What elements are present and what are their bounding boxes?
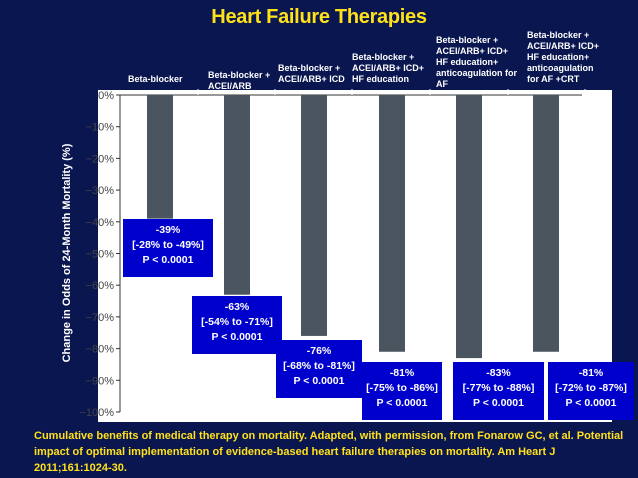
annotation-box-4: -81% [-75% to -86%] P < 0.0001 — [362, 362, 442, 420]
category-label-line: AF — [436, 79, 448, 89]
y-tick-label: 0% — [98, 90, 114, 102]
category-label-line: ACEI/ARB+ ICD+ — [352, 63, 425, 73]
annotation-pvalue: P < 0.0001 — [211, 331, 263, 343]
annotation-box-3: -76% [-68% to -81%] P < 0.0001 — [276, 340, 362, 398]
category-label-line: Beta-blocker + — [352, 52, 415, 62]
y-tick-label: −100% — [79, 407, 114, 419]
category-label-line: Beta-blocker + — [527, 30, 590, 40]
annotation-pvalue: P < 0.0001 — [565, 397, 617, 409]
category-label-5: Beta-blocker + ACEI/ARB+ ICD+ HF education… — [436, 35, 517, 90]
annotation-value: -81% — [389, 367, 415, 379]
annotation-ci: [-72% to -87%] — [555, 382, 627, 394]
y-tick-label: −10% — [86, 122, 115, 134]
annotation-pvalue: P < 0.0001 — [473, 397, 524, 409]
annotation-value: -76% — [306, 345, 332, 357]
annotation-box-2: -63% [-54% to -71%] P < 0.0001 — [192, 296, 282, 354]
annotation-value: -39% — [155, 224, 181, 236]
annotation-pvalue: P < 0.0001 — [376, 397, 428, 409]
annotation-value: -63% — [224, 301, 250, 313]
bar-4 — [379, 95, 405, 352]
category-label-line: Beta-blocker + — [436, 35, 499, 45]
annotation-pvalue: P < 0.0001 — [142, 254, 194, 266]
category-label-2: Beta-blocker + ACEI/ARB — [208, 70, 270, 92]
category-label-line: ACEI/ARB+ ICD — [278, 74, 345, 84]
category-label-line: Beta-blocker + — [208, 70, 271, 80]
bar-5 — [456, 95, 482, 359]
y-tick-label: −80% — [86, 344, 115, 356]
category-label-line: ACEI/ARB+ ICD+ — [436, 46, 509, 56]
y-tick-label: −90% — [86, 375, 115, 387]
category-label-line: ACEI/ARB+ ICD+ — [527, 41, 600, 51]
annotation-box-5: -83% [-77% to -88%] P < 0.0001 — [453, 362, 544, 420]
slide-title: Heart Failure Therapies — [211, 6, 427, 28]
y-axis-label: Change in Odds of 24-Month Mortality (%) — [61, 143, 73, 363]
y-tick-label: −30% — [86, 185, 115, 197]
bar-6 — [533, 95, 559, 352]
annotation-pvalue: P < 0.0001 — [293, 375, 345, 387]
category-label-line: HF education+ — [527, 52, 590, 62]
category-label-line: anticoagulation — [527, 63, 594, 73]
y-tick-label: −60% — [86, 280, 115, 292]
category-label-line: anticoagulation for — [436, 68, 517, 78]
category-label-3: Beta-blocker + ACEI/ARB+ ICD — [278, 63, 345, 85]
category-label-line: Beta-blocker + — [278, 63, 341, 73]
annotation-box-6: -81% [-72% to -87%] P < 0.0001 — [548, 362, 634, 420]
annotation-ci: [-68% to -81%] — [283, 360, 355, 372]
y-tick-label: −50% — [86, 249, 115, 261]
annotation-ci: [-54% to -71%] — [201, 316, 273, 328]
annotation-box-1: -39% [-28% to -49%] P < 0.0001 — [123, 219, 213, 277]
y-tick-label: −70% — [86, 312, 115, 324]
y-tick-label: −20% — [86, 153, 115, 165]
bar-2 — [224, 95, 250, 295]
category-label-6: Beta-blocker + ACEI/ARB+ ICD+ HF education… — [527, 30, 599, 85]
annotation-value: -83% — [486, 367, 511, 379]
bar-1 — [147, 95, 173, 219]
bar-3 — [301, 95, 327, 336]
bars — [147, 95, 559, 359]
figure-caption: Cumulative benefits of medical therapy o… — [34, 430, 624, 474]
annotation-ci: [-75% to -86%] — [366, 382, 438, 394]
category-label-line: for AF +CRT — [527, 74, 580, 84]
annotation-ci: [-28% to -49%] — [132, 239, 204, 251]
category-label-line: ACEI/ARB — [208, 81, 252, 91]
y-tick-label: −40% — [86, 217, 115, 229]
y-axis-ticks: 0% −10% −20% −30% −40% −50% −60% −70% −80% −90% −1… — [79, 89, 586, 419]
category-label-line: HF education+ — [436, 57, 499, 67]
category-label-4: Beta-blocker + ACEI/ARB+ ICD+ HF education — [352, 52, 424, 85]
category-label-line: Beta-blocker — [128, 74, 183, 84]
category-label-1: Beta-blocker — [128, 74, 183, 85]
annotation-ci: [-77% to -88%] — [462, 382, 535, 394]
category-label-line: HF education — [352, 74, 410, 84]
annotation-value: -81% — [578, 367, 604, 379]
